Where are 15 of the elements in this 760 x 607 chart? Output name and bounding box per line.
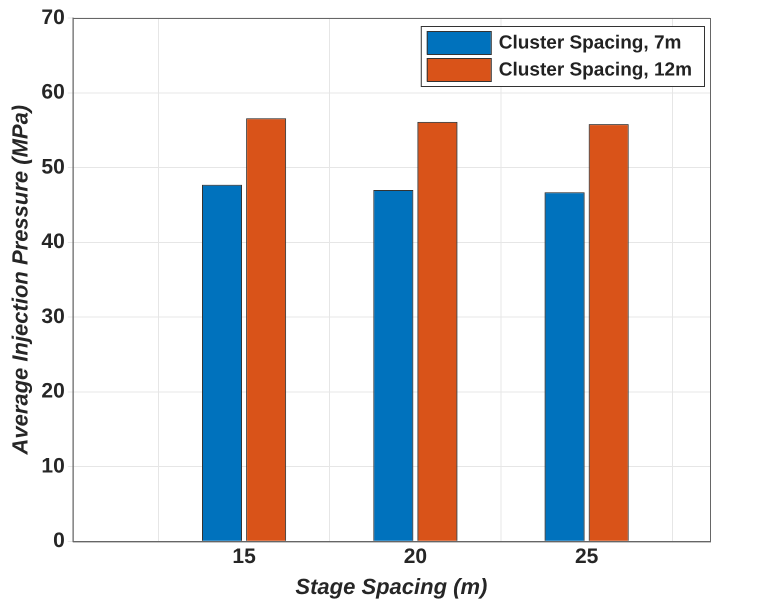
y-tick-label: 60 bbox=[41, 80, 65, 104]
y-tick-label: 0 bbox=[53, 529, 65, 552]
y-tick-label: 20 bbox=[41, 380, 65, 403]
x-tick-label: 15 bbox=[232, 544, 256, 568]
y-tick-label: 10 bbox=[41, 454, 65, 478]
x-axis-title: Stage Spacing (m) bbox=[295, 574, 488, 599]
y-tick-label: 70 bbox=[41, 6, 65, 29]
x-tick-label: 25 bbox=[574, 544, 599, 568]
y-axis-title: Average Injection Pressure (MPa) bbox=[7, 104, 32, 456]
y-tick-label: 50 bbox=[41, 155, 65, 178]
legend-label: Cluster Spacing, 12m bbox=[498, 60, 692, 81]
x-tick-label: 20 bbox=[404, 544, 428, 568]
y-tick-label: 30 bbox=[41, 304, 65, 328]
legend-label: Cluster Spacing, 7m bbox=[498, 32, 682, 54]
y-tick-label: 40 bbox=[41, 230, 65, 254]
